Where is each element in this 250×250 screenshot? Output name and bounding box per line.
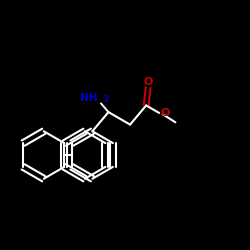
Text: NH: NH <box>80 93 97 103</box>
Text: 2: 2 <box>103 95 108 104</box>
Text: O: O <box>144 77 153 87</box>
Text: O: O <box>160 108 170 118</box>
